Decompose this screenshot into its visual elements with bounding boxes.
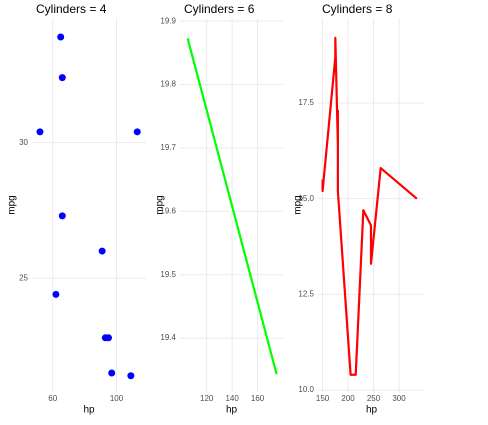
x-tick-label: 140: [225, 394, 239, 403]
y-tick-label: 19.5: [160, 270, 176, 279]
y-tick-label: 19.4: [160, 333, 176, 342]
point: [57, 33, 65, 41]
panel-title: Cylinders = 4: [36, 2, 107, 16]
x-tick-label: 120: [200, 394, 214, 403]
x-tick-label: 200: [341, 394, 355, 403]
line: [321, 36, 418, 376]
y-tick-label: 15.0: [298, 194, 314, 203]
y-axis-label: mpg: [293, 195, 304, 214]
point: [133, 128, 141, 136]
y-tick-label: 19.8: [160, 80, 176, 89]
x-tick-label: 150: [316, 394, 330, 403]
point: [36, 128, 44, 136]
x-tick-label: 100: [110, 394, 124, 403]
line: [186, 38, 278, 375]
y-tick-label: 19.6: [160, 206, 176, 215]
x-axis-label: hp: [366, 405, 378, 416]
y-axis-label: mpg: [155, 195, 166, 214]
point: [58, 212, 66, 220]
x-tick-label: 160: [251, 394, 265, 403]
point: [98, 247, 106, 255]
point: [58, 74, 66, 82]
y-tick-label: 19.9: [160, 16, 176, 25]
point: [52, 290, 60, 298]
y-tick-label: 19.7: [160, 143, 176, 152]
x-axis-label: hp: [83, 405, 95, 416]
x-tick-label: 300: [392, 394, 406, 403]
panel-title: Cylinders = 8: [322, 2, 393, 16]
x-axis-label: hp: [226, 405, 238, 416]
point: [108, 369, 116, 377]
y-tick-label: 17.5: [298, 98, 314, 107]
panel-title: Cylinders = 6: [184, 2, 255, 16]
point: [105, 334, 113, 342]
y-axis-label: mpg: [7, 195, 18, 214]
x-tick-label: 250: [367, 394, 381, 403]
point: [127, 372, 135, 380]
y-tick-label: 10.0: [298, 385, 314, 394]
y-tick-label: 25: [19, 273, 28, 282]
y-tick-label: 12.5: [298, 289, 314, 298]
y-tick-label: 30: [19, 138, 28, 147]
x-tick-label: 60: [48, 394, 57, 403]
